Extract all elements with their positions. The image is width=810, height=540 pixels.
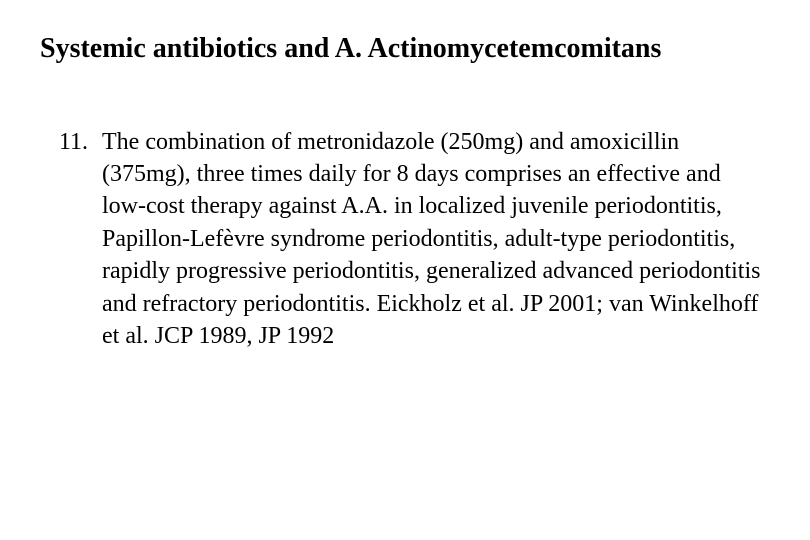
slide-title: Systemic antibiotics and A. Actinomycete…	[40, 32, 770, 66]
list-item-number: 11.	[40, 126, 102, 158]
content-list: 11. The combination of metronidazole (25…	[40, 126, 770, 353]
list-item: 11. The combination of metronidazole (25…	[40, 126, 770, 353]
list-item-text: The combination of metronidazole (250mg)…	[102, 126, 770, 353]
slide: Systemic antibiotics and A. Actinomycete…	[0, 0, 810, 540]
